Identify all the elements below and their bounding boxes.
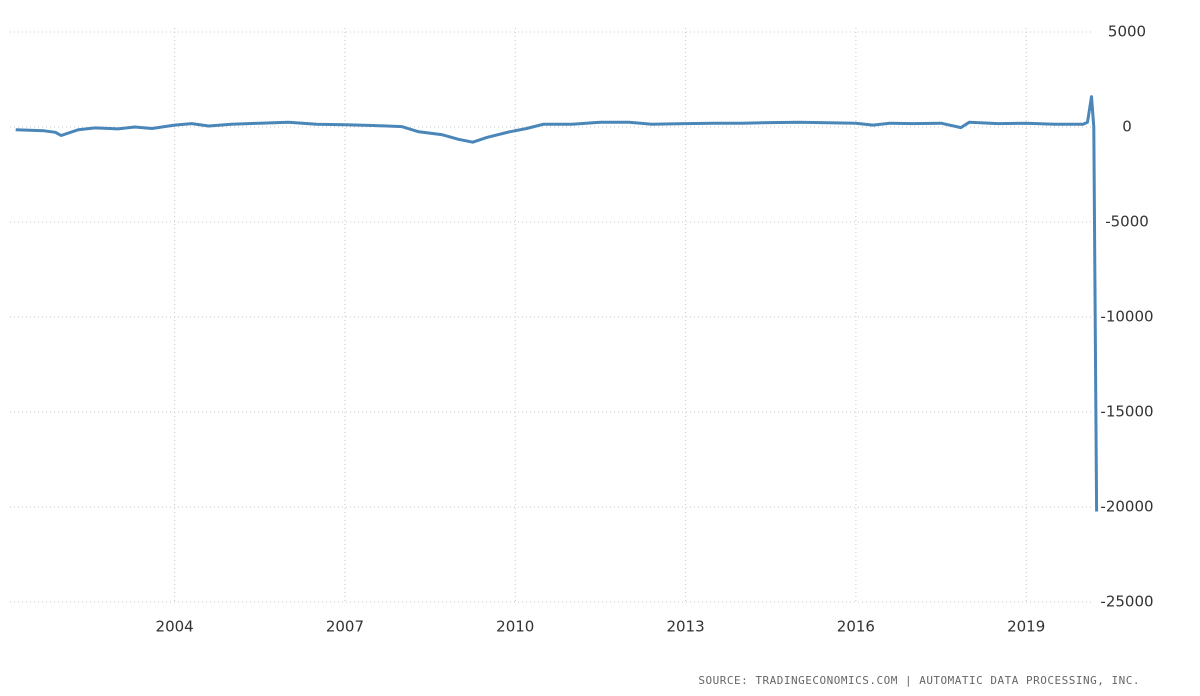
y-tick-label: -5000 (1105, 213, 1149, 231)
x-tick-label: 2010 (496, 618, 534, 636)
x-tick-label: 2019 (1007, 618, 1045, 636)
y-tick-label: 5000 (1108, 23, 1146, 41)
y-tick-label: -10000 (1100, 308, 1153, 326)
y-tick-label: -15000 (1100, 403, 1153, 421)
x-tick-label: 2007 (326, 618, 364, 636)
source-note: SOURCE: TRADINGECONOMICS.COM | AUTOMATIC… (698, 674, 1140, 687)
data-line (15, 95, 1099, 512)
x-tick-label: 2013 (666, 618, 704, 636)
x-tick-label: 2016 (837, 618, 875, 636)
y-tick-label: -20000 (1100, 498, 1153, 516)
x-tick-label: 2004 (156, 618, 194, 636)
y-tick-label: 0 (1122, 118, 1132, 136)
y-tick-label: -25000 (1100, 593, 1153, 611)
